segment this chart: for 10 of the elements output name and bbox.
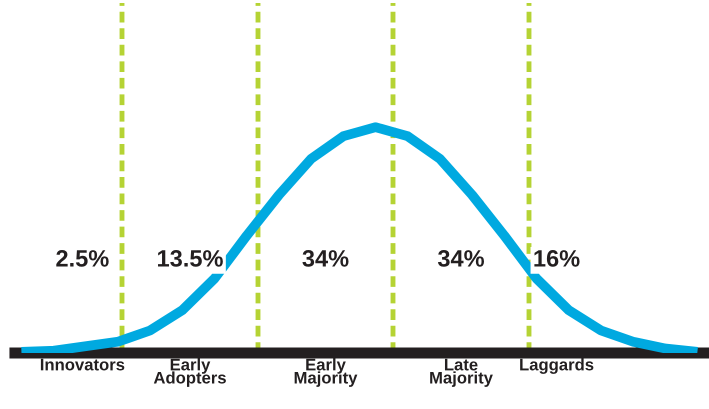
annotation: 34% (302, 250, 349, 267)
text: Early Majority (294, 358, 358, 387)
text: Innovators (40, 358, 124, 370)
annotation: 34% (438, 250, 484, 267)
text: Early Adopters (154, 358, 226, 387)
annotation: 13.5% (158, 250, 223, 267)
text: Late Majority (430, 358, 493, 387)
text: Laggards (520, 358, 594, 374)
annotation: 2.5% (56, 250, 109, 267)
annotation: 16% (534, 250, 580, 267)
